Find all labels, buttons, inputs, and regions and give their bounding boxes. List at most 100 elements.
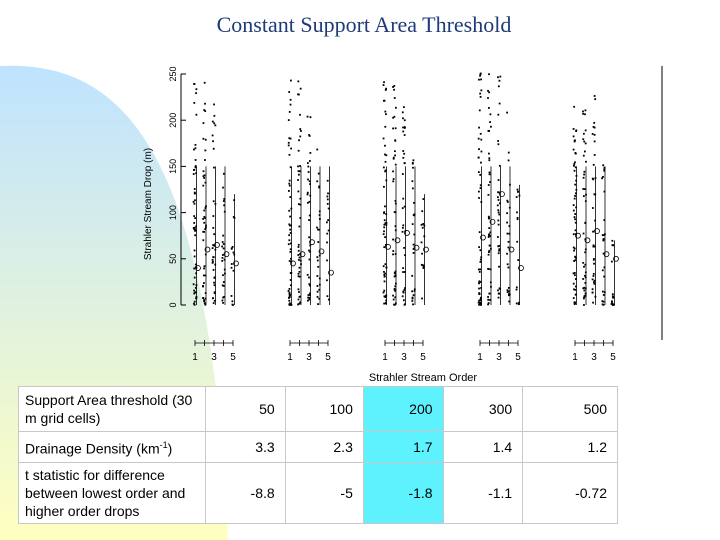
drop-point xyxy=(299,113,301,116)
drop-point xyxy=(393,84,396,87)
drop-point xyxy=(497,289,499,292)
drop-point xyxy=(393,303,395,306)
mean-drop-marker xyxy=(584,237,591,244)
drop-point xyxy=(401,230,404,233)
drop-point xyxy=(384,89,387,91)
drop-point xyxy=(573,164,575,167)
drop-point xyxy=(193,255,196,258)
drop-point xyxy=(591,278,594,281)
drop-point xyxy=(221,299,224,302)
drop-point xyxy=(203,216,206,218)
drop-point xyxy=(213,114,216,117)
drop-point xyxy=(289,242,292,245)
drop-point xyxy=(326,232,329,235)
drop-point xyxy=(297,149,300,152)
drop-point xyxy=(610,303,613,305)
drop-point xyxy=(326,221,328,224)
drop-point xyxy=(211,247,214,250)
drop-point xyxy=(327,298,330,301)
drop-point xyxy=(393,88,396,91)
drop-point xyxy=(592,301,594,304)
drop-point xyxy=(583,296,586,298)
drop-point xyxy=(212,302,215,304)
drop-point xyxy=(382,265,385,268)
drop-point xyxy=(222,234,225,237)
drop-point xyxy=(306,299,309,302)
drop-point xyxy=(506,291,509,293)
drop-point xyxy=(420,223,423,226)
drop-point xyxy=(487,253,490,256)
drop-point xyxy=(299,165,301,167)
drop-point xyxy=(309,294,311,296)
density-label-close: ) xyxy=(167,440,173,457)
drop-point xyxy=(412,243,415,246)
drop-point xyxy=(603,166,606,169)
drop-point xyxy=(572,272,575,275)
drop-point xyxy=(403,162,406,165)
mean-drop-marker xyxy=(489,218,496,225)
drop-point xyxy=(384,222,387,225)
drop-point xyxy=(392,180,395,183)
drop-point xyxy=(326,202,329,205)
drop-point xyxy=(593,262,595,265)
drop-point xyxy=(318,297,321,300)
drop-point xyxy=(497,143,500,146)
drop-point xyxy=(594,219,596,222)
drop-point xyxy=(601,290,604,293)
drop-point xyxy=(316,285,319,287)
drop-point xyxy=(308,258,311,261)
drop-point xyxy=(195,92,197,95)
drop-point xyxy=(288,153,291,156)
drop-point xyxy=(232,269,235,272)
drop-point xyxy=(611,304,614,306)
drop-point xyxy=(287,243,290,246)
drop-point xyxy=(574,229,577,232)
drop-point xyxy=(193,101,196,104)
drop-point xyxy=(593,282,596,285)
drop-point xyxy=(232,216,235,218)
drop-point xyxy=(480,78,482,81)
drop-point xyxy=(308,135,311,137)
drop-point xyxy=(507,240,510,243)
drop-point xyxy=(326,195,329,198)
drop-point xyxy=(221,256,224,259)
drop-point xyxy=(222,243,225,245)
drop-point xyxy=(508,292,510,295)
density-cell-highlighted: 1.7 xyxy=(362,431,444,463)
drop-point xyxy=(193,291,196,294)
tstat-cell-highlighted: -1.8 xyxy=(362,462,444,524)
drop-point xyxy=(214,124,217,127)
drop-point xyxy=(506,212,509,215)
drop-point xyxy=(480,161,482,164)
drop-point xyxy=(477,156,480,159)
drop-point xyxy=(602,303,605,306)
drop-point xyxy=(212,215,215,217)
drop-point xyxy=(402,224,405,227)
drop-point xyxy=(383,219,386,222)
drop-point xyxy=(384,296,387,299)
drop-point xyxy=(573,274,576,277)
drop-point xyxy=(488,159,491,162)
drop-point xyxy=(515,302,518,305)
density-cell: 3.3 xyxy=(205,431,286,463)
drop-point xyxy=(479,132,482,135)
x-tick-label: 1 xyxy=(382,352,388,363)
drop-point xyxy=(412,294,415,297)
drop-point xyxy=(487,193,490,196)
drop-point xyxy=(194,217,197,220)
drop-point xyxy=(297,298,300,301)
drop-point xyxy=(480,296,482,299)
drop-point xyxy=(517,301,520,304)
drop-point xyxy=(202,297,205,299)
threshold-cell-highlighted: 200 xyxy=(362,386,444,432)
drop-point xyxy=(203,81,206,84)
drop-point xyxy=(316,256,319,259)
drop-point xyxy=(489,231,492,234)
drop-point xyxy=(506,263,509,266)
drop-point xyxy=(593,121,596,124)
mean-drop-marker xyxy=(385,243,391,250)
mean-drop-marker xyxy=(603,251,610,258)
drop-point xyxy=(393,275,396,278)
mean-drop-marker xyxy=(575,232,581,239)
tstat-cell: -0.72 xyxy=(522,462,618,524)
